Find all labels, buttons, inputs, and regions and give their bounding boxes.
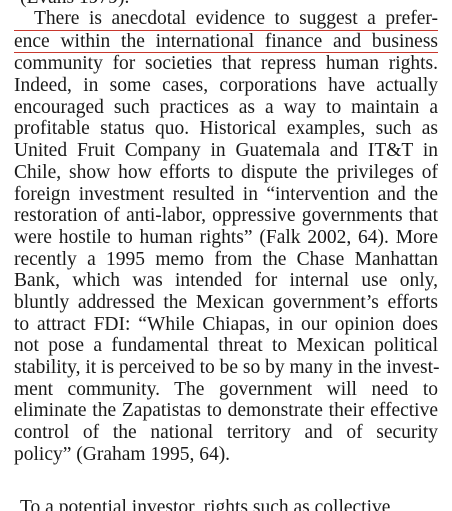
paragraph-line-6: profitable status quo. Historical exampl…	[14, 118, 438, 140]
paragraph-line-20: control of the national territory and of…	[14, 422, 438, 444]
paragraph-line-9: foreign investment resulted in “interven…	[14, 183, 438, 205]
paragraph-line-18: ment community. The government will need…	[14, 378, 438, 400]
previous-line-fragment: (Evans 1979).	[20, 0, 440, 9]
paragraph-line-5: encouraged such practices as a way to ma…	[14, 96, 438, 118]
paragraph-line-15: to attract FDI: “While Chiapas, in our o…	[14, 313, 438, 335]
paragraph-line-2: ence within the international finance an…	[14, 30, 438, 54]
paragraph-line-14: bluntly addressed the Mexican government…	[14, 291, 438, 313]
paragraph-line-7: United Fruit Company in Guatemala and IT…	[14, 140, 438, 162]
paragraph-line-10: restoration of anti-labor, oppressive go…	[14, 205, 438, 227]
paragraph-line-12: recently a 1995 memo from the Chase Manh…	[14, 248, 438, 270]
paragraph-line-3: community for societies that repress hum…	[14, 53, 438, 75]
paragraph-line-19: eliminate the Zapatistas to demonstrate …	[14, 400, 438, 422]
paragraph-line-8: Chile, show how efforts to dispute the p…	[14, 161, 438, 183]
paragraph-line-16: not pose a fundamental threat to Mexican…	[14, 335, 438, 357]
paragraph-line-11: were hostile to human rights” (Falk 2002…	[14, 226, 438, 248]
paragraph-line-1: There is anecdotal evidence to suggest a…	[14, 8, 438, 31]
paragraph-line-4: Indeed, in some cases, corporations have…	[14, 75, 438, 97]
paragraph-line-17: stability, it is perceived to be so by m…	[14, 357, 440, 378]
paragraph-line-13: Bank, which was intended for internal us…	[14, 270, 438, 292]
next-line-fragment: To a potential investor, rights such as …	[20, 497, 391, 511]
body-paragraph: There is anecdotal evidence to suggest a…	[14, 8, 440, 465]
paragraph-line-21: policy” (Graham 1995, 64).	[14, 443, 231, 465]
